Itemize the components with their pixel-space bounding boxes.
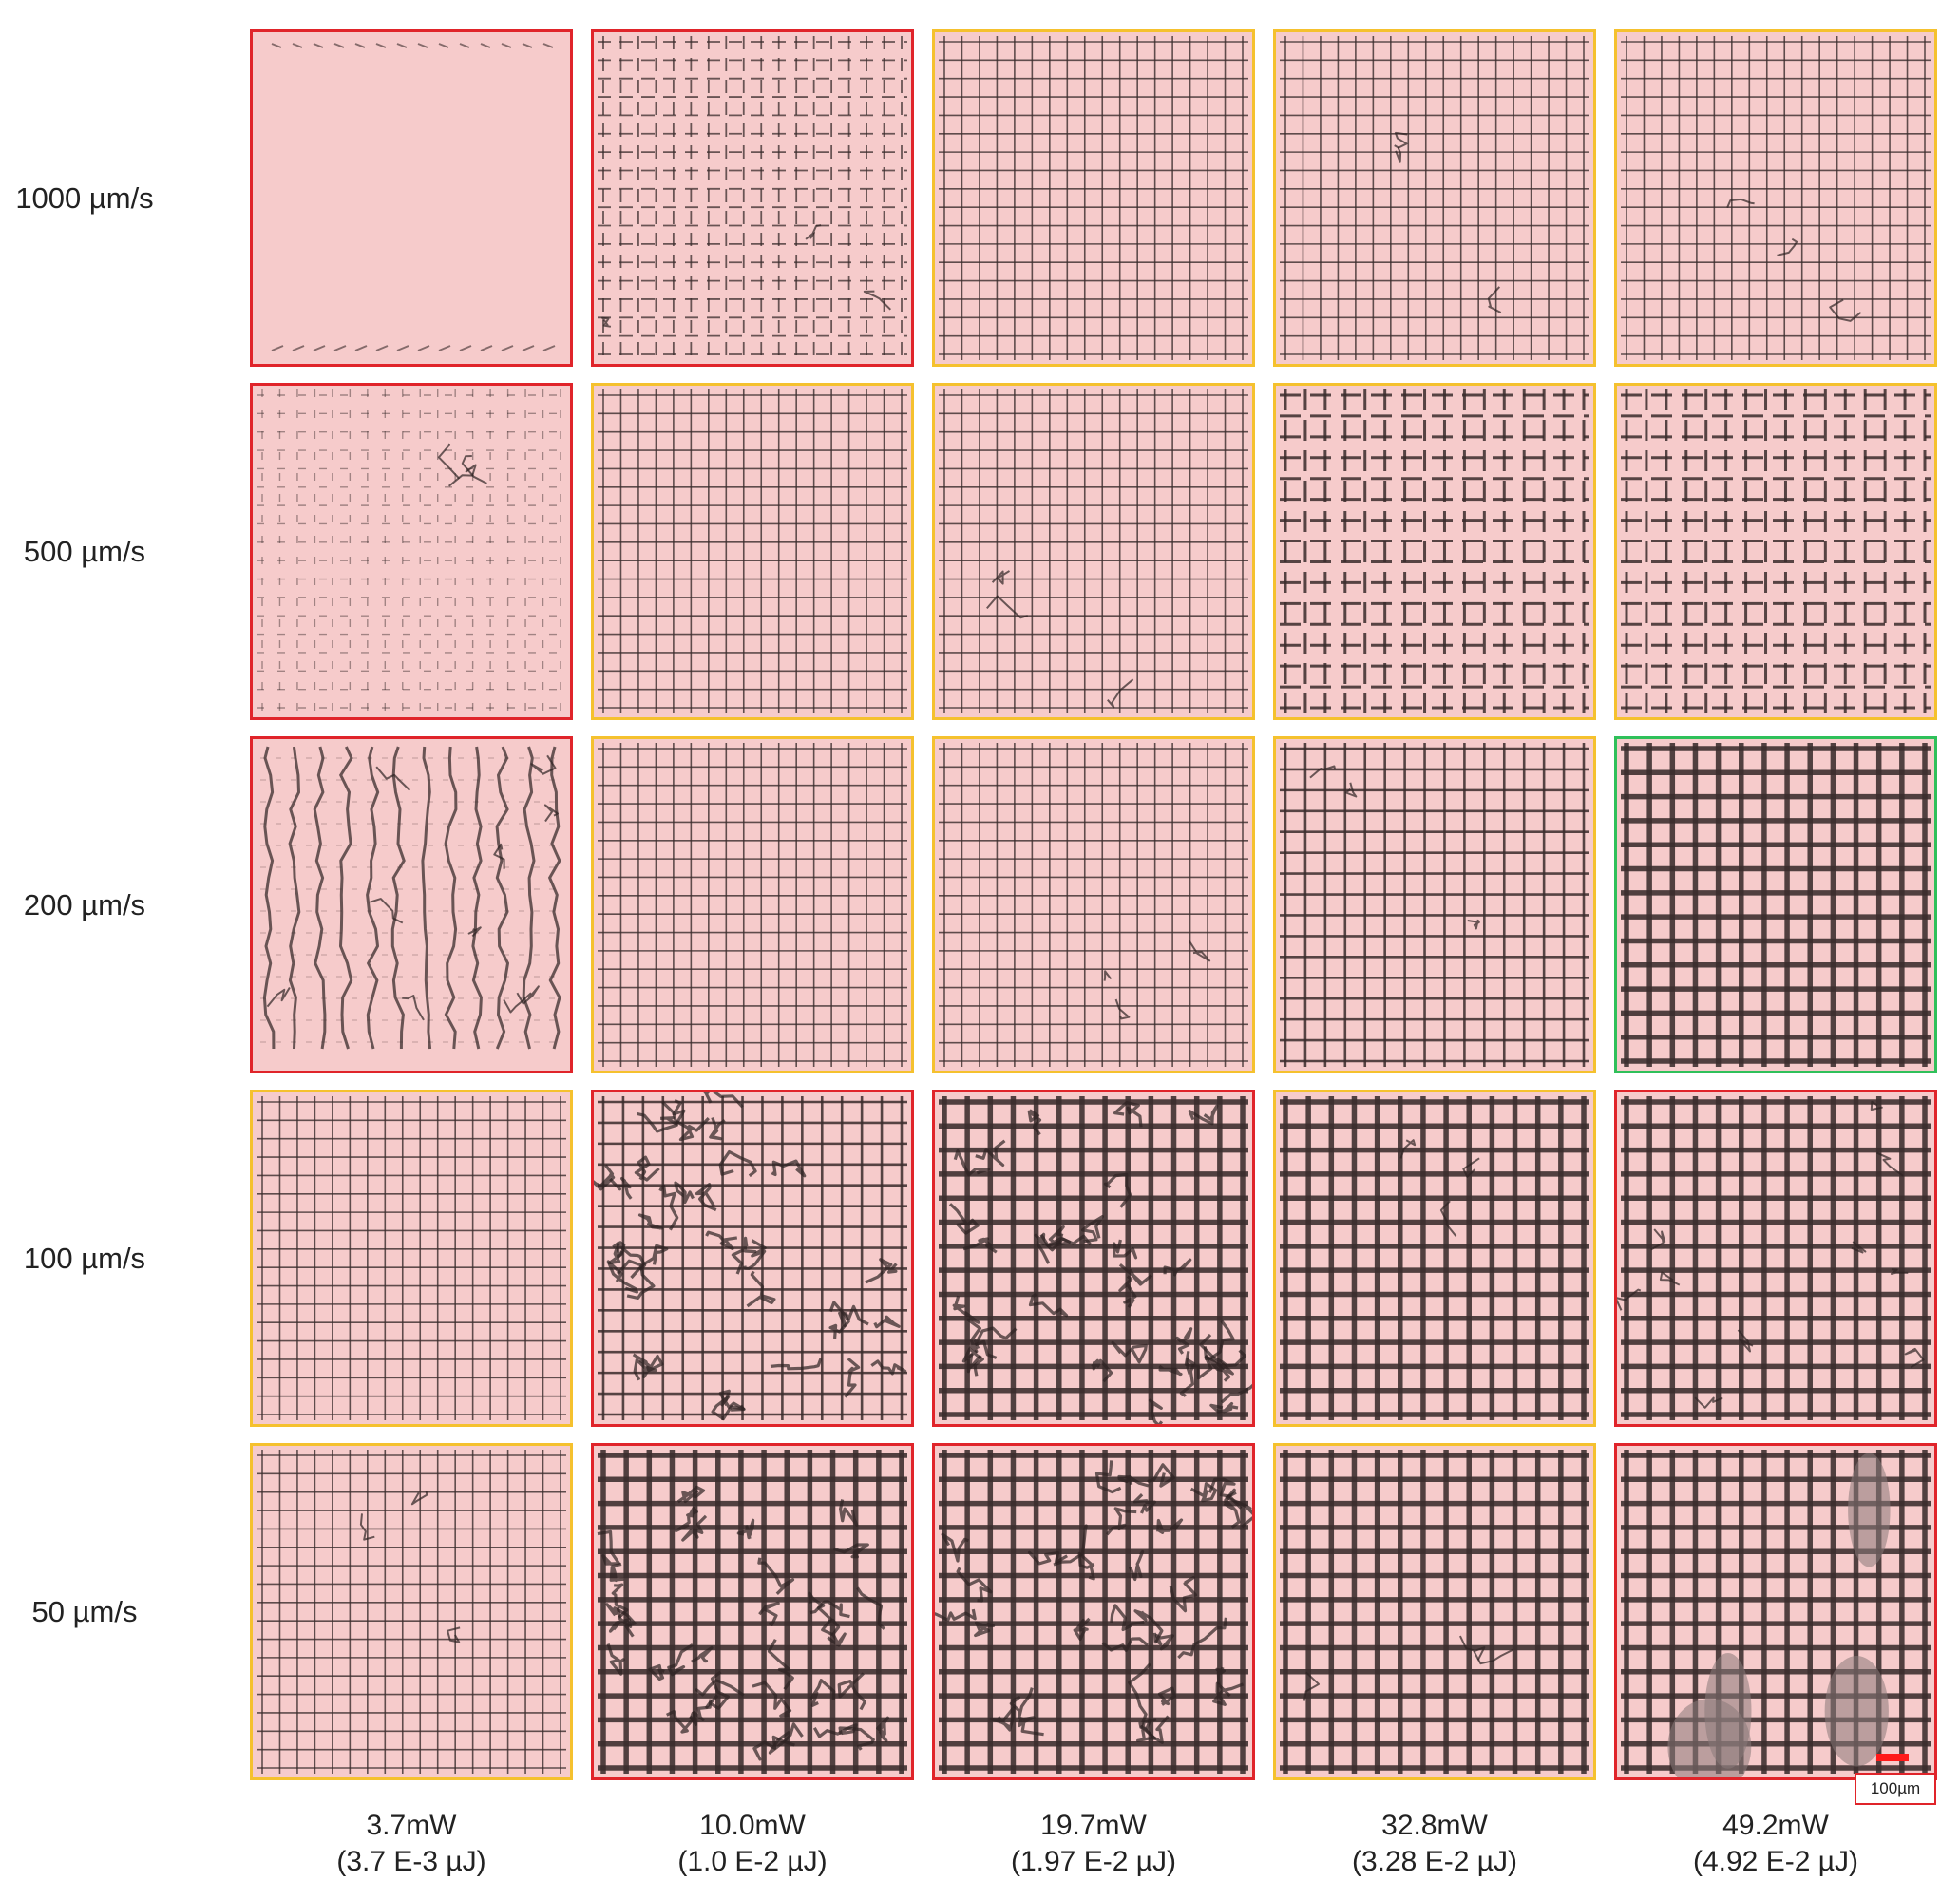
micrograph-tile-partial xyxy=(1273,383,1596,720)
column-label-power: 10.0mW (1.0 E-2 µJ) xyxy=(591,1808,914,1880)
row-label-speed: 100 µm/s xyxy=(23,1241,146,1275)
micrograph-image xyxy=(594,1092,907,1421)
micrograph-tile-fail xyxy=(932,1443,1255,1780)
micrograph-image xyxy=(1621,36,1931,360)
micrograph-image xyxy=(1617,1096,1931,1420)
column-energy: (3.28 E-2 µJ) xyxy=(1351,1846,1517,1877)
micrograph-tile-fail xyxy=(250,29,573,367)
micrograph-tile-partial xyxy=(1614,383,1937,720)
micrograph-tile-partial xyxy=(250,1090,573,1427)
row-label-speed: 200 µm/s xyxy=(23,887,146,921)
column-power: 32.8mW xyxy=(1381,1810,1488,1841)
column-label-power: 3.7mW (3.7 E-3 µJ) xyxy=(250,1808,573,1880)
micrograph-tile-partial xyxy=(1614,29,1937,367)
micrograph-image xyxy=(935,1450,1252,1774)
micrograph-image xyxy=(257,1450,566,1774)
column-power: 19.7mW xyxy=(1040,1810,1147,1841)
micrograph-tile-partial xyxy=(1273,29,1596,367)
micrograph-tile-partial xyxy=(932,29,1255,367)
column-label-power: 19.7mW (1.97 E-2 µJ) xyxy=(932,1808,1255,1880)
micrograph-image xyxy=(939,389,1248,713)
scale-bar-line xyxy=(1876,1754,1909,1761)
micrograph-image xyxy=(1621,743,1931,1067)
micrograph-image xyxy=(597,1450,907,1774)
micrograph-image xyxy=(1280,389,1589,713)
micrograph-tile-partial xyxy=(932,383,1255,720)
column-label-power: 49.2mW (4.92 E-2 µJ) xyxy=(1614,1808,1937,1880)
column-power: 3.7mW xyxy=(366,1810,457,1841)
micrograph-tile-partial xyxy=(932,736,1255,1073)
column-energy: (4.92 E-2 µJ) xyxy=(1692,1846,1858,1877)
column-energy: (1.97 E-2 µJ) xyxy=(1010,1846,1176,1877)
micrograph-image xyxy=(271,43,556,351)
column-energy: (3.7 E-3 µJ) xyxy=(336,1846,486,1877)
micrograph-tile-partial xyxy=(250,1443,573,1780)
column-power: 10.0mW xyxy=(699,1810,806,1841)
scale-bar xyxy=(1852,1754,1937,1763)
micrograph-tile-fail xyxy=(1614,1443,1937,1780)
row-label-speed: 50 µm/s xyxy=(31,1594,138,1628)
micrograph-tile-fail xyxy=(591,1090,914,1427)
column-energy: (1.0 E-2 µJ) xyxy=(677,1846,828,1877)
column-power: 49.2mW xyxy=(1722,1810,1829,1841)
micrograph-tile-fail xyxy=(932,1090,1255,1427)
micrograph-tile-partial xyxy=(1273,736,1596,1073)
micrograph-image xyxy=(1621,1450,1931,1777)
micrograph-image xyxy=(598,743,907,1067)
micrograph-image xyxy=(1621,389,1931,713)
micrograph-tile-fail xyxy=(591,29,914,367)
micrograph-tile-partial xyxy=(1273,1090,1596,1427)
micrograph-image xyxy=(598,36,907,360)
micrograph-image xyxy=(257,1096,566,1420)
micrograph-image xyxy=(1280,743,1589,1067)
micrograph-tile-partial xyxy=(1273,1443,1596,1780)
row-label-speed: 500 µm/s xyxy=(23,534,146,568)
micrograph-tile-fail xyxy=(1614,1090,1937,1427)
micrograph-tile-partial xyxy=(591,383,914,720)
micrograph-tile-good xyxy=(1614,736,1937,1073)
micrograph-tile-partial xyxy=(591,736,914,1073)
micrograph-image xyxy=(1280,36,1589,360)
micrograph-tile-fail xyxy=(250,383,573,720)
micrograph-image xyxy=(598,389,907,713)
micrograph-tile-fail xyxy=(591,1443,914,1780)
row-label-speed: 1000 µm/s xyxy=(15,180,154,215)
micrograph-image xyxy=(939,743,1248,1067)
micrograph-image xyxy=(260,746,562,1050)
column-label-power: 32.8mW (3.28 E-2 µJ) xyxy=(1273,1808,1596,1880)
micrograph-image xyxy=(939,36,1248,360)
scale-bar-label: 100µm xyxy=(1855,1773,1936,1805)
micrograph-image xyxy=(257,389,566,713)
micrograph-image xyxy=(1280,1096,1589,1420)
micrograph-image xyxy=(939,1096,1252,1424)
micrograph-tile-fail xyxy=(250,736,573,1073)
micrograph-image xyxy=(1280,1450,1589,1774)
